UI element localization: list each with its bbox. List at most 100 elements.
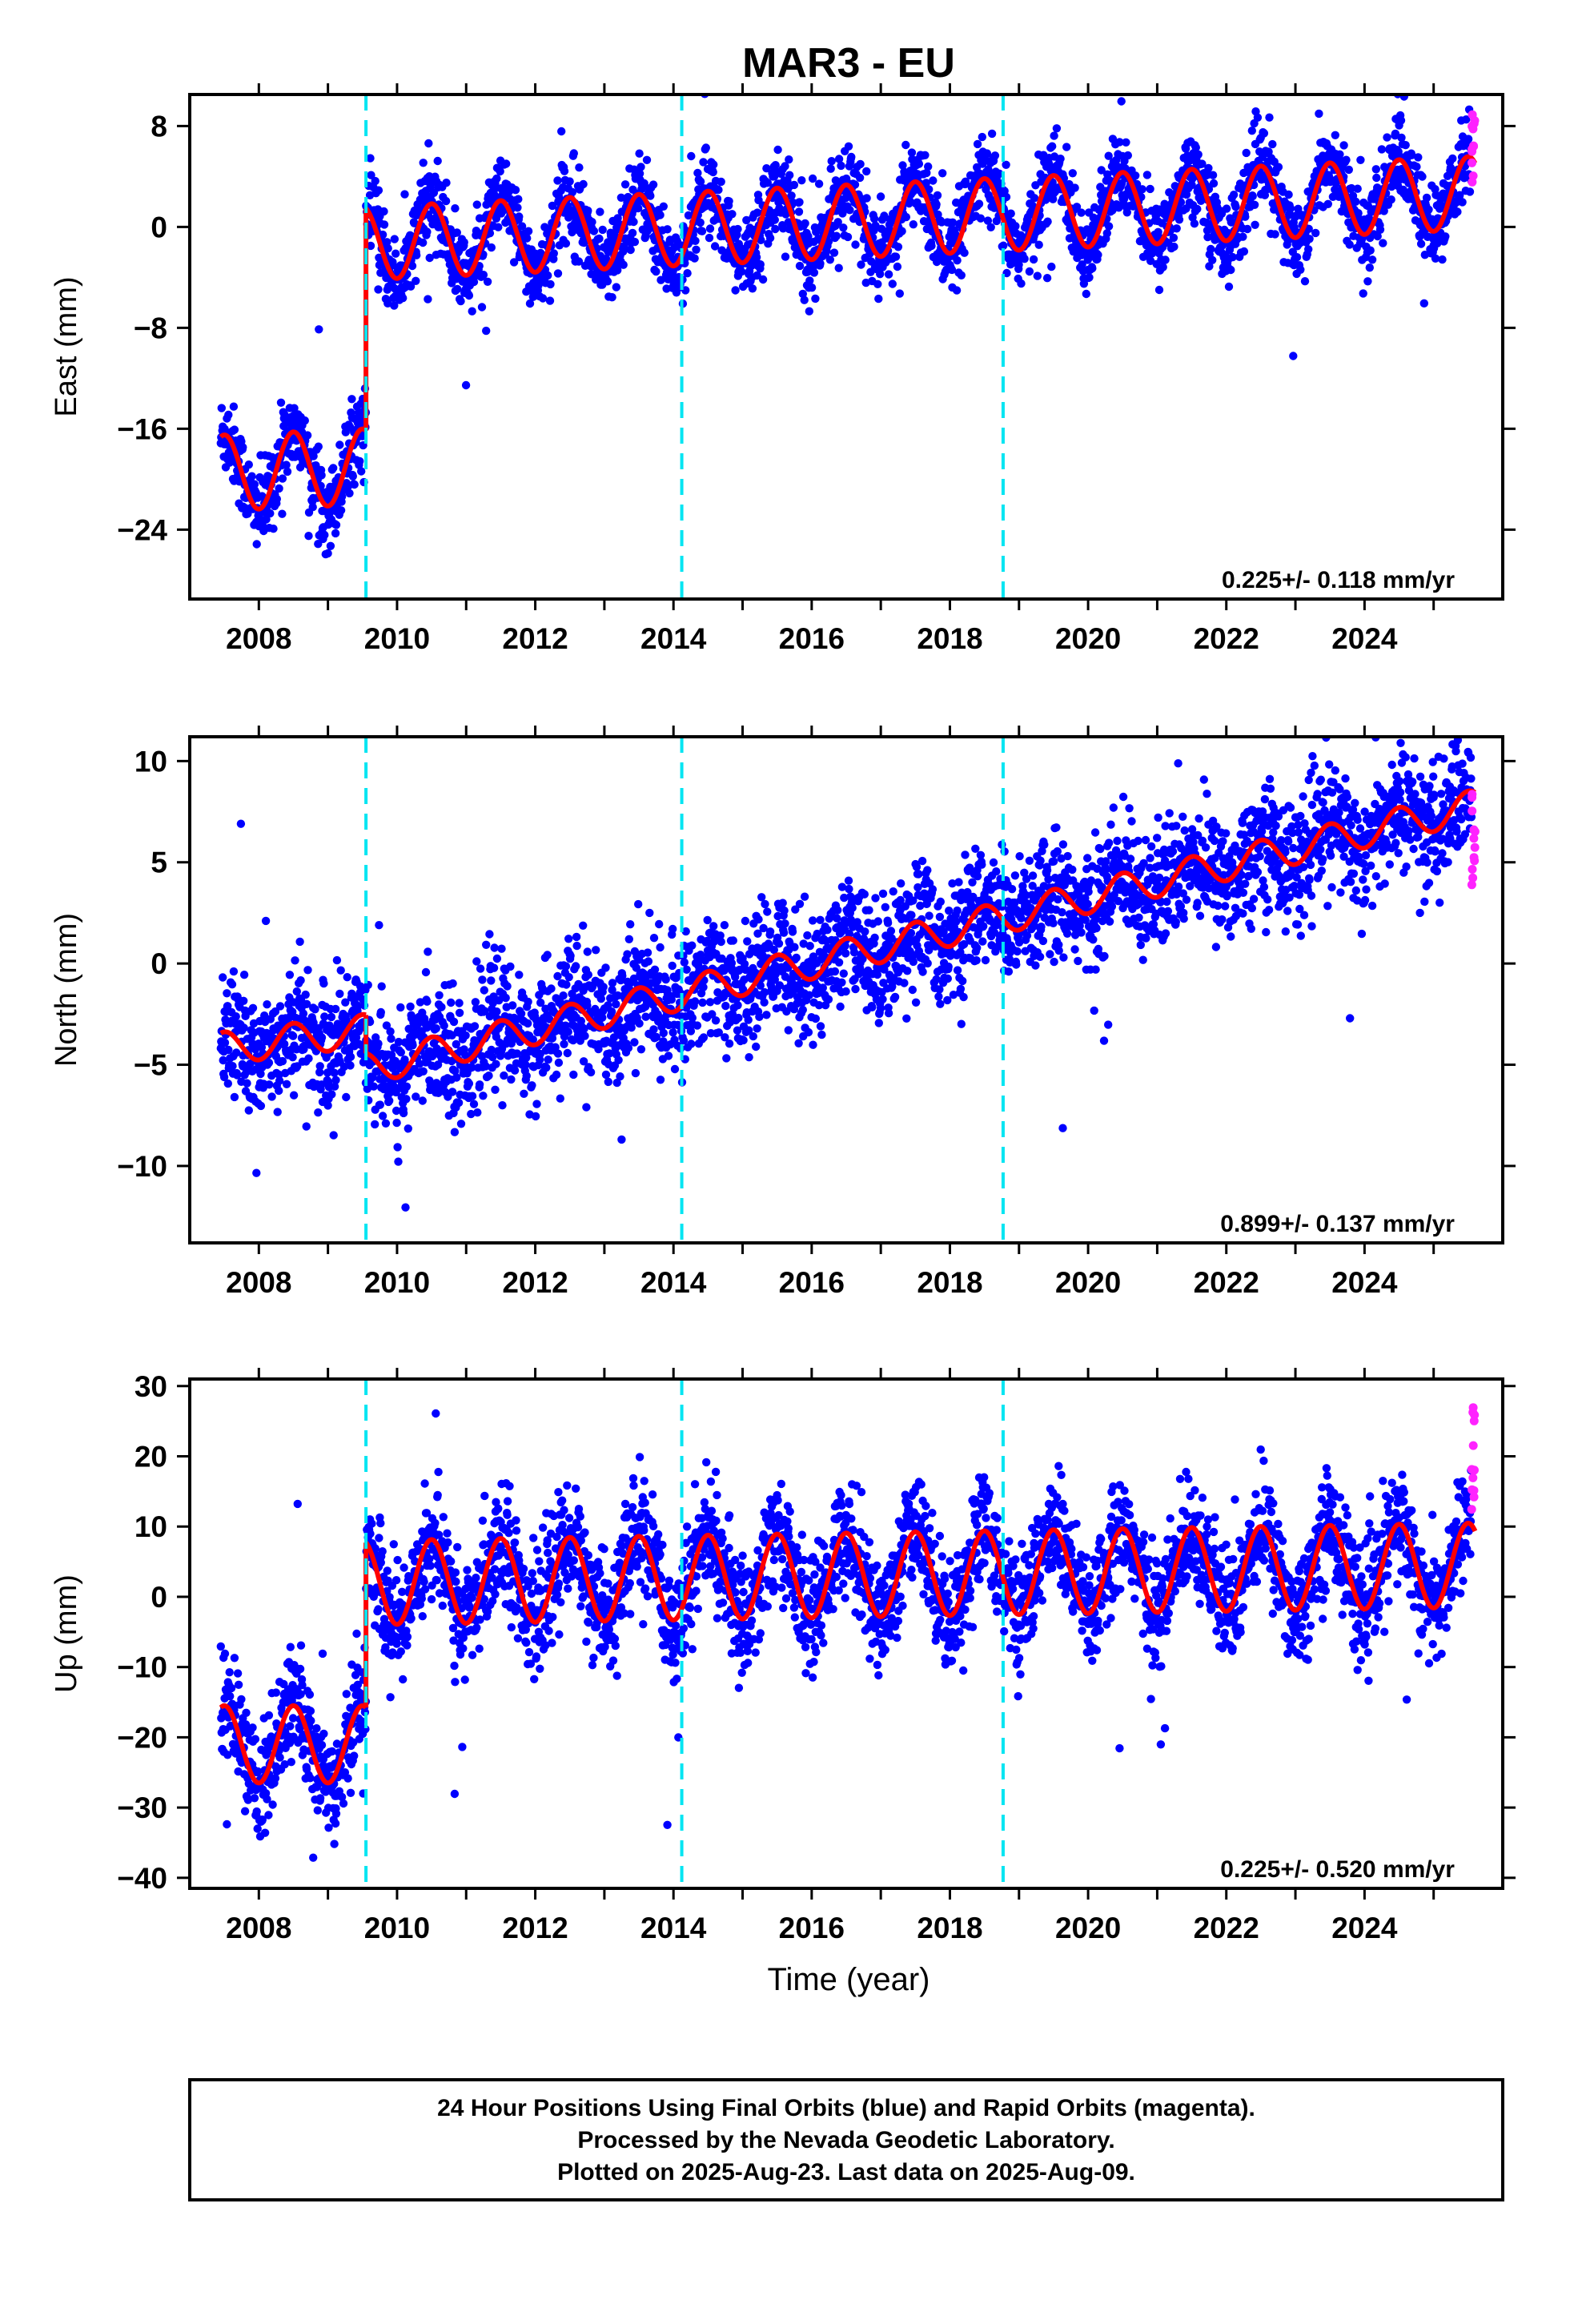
final-orbit-point: [773, 145, 782, 155]
final-orbit-point: [523, 234, 532, 243]
final-orbit-point: [400, 190, 409, 199]
final-orbit-point: [219, 1055, 227, 1065]
final-orbit-point: [1265, 113, 1274, 122]
final-orbit-point: [1284, 190, 1293, 199]
final-orbit-point: [763, 907, 772, 916]
final-orbit-point: [304, 532, 313, 541]
final-orbit-point: [461, 1031, 470, 1040]
final-orbit-point: [375, 1100, 384, 1109]
final-orbit-point: [561, 239, 571, 248]
final-orbit-point: [560, 1039, 568, 1049]
x-tick-label: 2018: [917, 622, 982, 655]
final-orbit-point: [721, 1001, 730, 1011]
final-orbit-point: [501, 993, 510, 1003]
final-orbit-point: [636, 163, 645, 171]
final-orbit-point: [366, 154, 375, 163]
final-orbit-point: [485, 930, 494, 939]
final-orbit-point: [473, 1108, 482, 1117]
final-orbit-point: [779, 224, 788, 233]
final-orbit-point: [699, 1033, 709, 1042]
final-orbit-point: [379, 220, 389, 229]
final-orbit-point: [824, 237, 833, 246]
final-orbit-point: [682, 965, 691, 975]
final-orbit-point: [753, 208, 762, 217]
final-orbit-point: [601, 1070, 611, 1080]
final-orbit-point: [327, 1012, 336, 1022]
final-orbit-point: [717, 937, 725, 947]
final-orbit-point: [1453, 207, 1462, 216]
final-orbit-point: [933, 191, 942, 200]
final-orbit-point: [461, 380, 471, 390]
final-orbit-point: [424, 947, 432, 956]
final-orbit-point: [554, 1058, 564, 1068]
final-orbit-point: [668, 961, 677, 971]
final-orbit-point: [450, 1128, 460, 1136]
final-orbit-point: [1017, 279, 1026, 288]
final-orbit-point: [336, 966, 345, 975]
final-orbit-point: [315, 1068, 324, 1077]
final-orbit-point: [561, 962, 571, 971]
final-orbit-point: [379, 207, 388, 216]
final-orbit-point: [1323, 199, 1333, 208]
final-orbit-point: [630, 1038, 639, 1047]
final-orbit-point: [681, 286, 690, 295]
final-orbit-point: [1078, 260, 1086, 269]
final-orbit-point: [805, 307, 813, 316]
final-orbit-point: [1025, 267, 1034, 276]
final-orbit-point: [1224, 282, 1234, 292]
final-orbit-point: [834, 155, 844, 163]
final-orbit-point: [1122, 138, 1130, 147]
final-orbit-point: [1006, 209, 1015, 218]
final-orbit-point: [794, 207, 804, 216]
final-orbit-point: [524, 1019, 532, 1028]
final-orbit-point: [378, 1112, 387, 1120]
final-orbit-point: [614, 1055, 623, 1065]
final-orbit-point: [421, 967, 431, 977]
final-orbit-point: [391, 1106, 401, 1116]
final-orbit-point: [489, 963, 499, 972]
final-orbit-point: [560, 167, 569, 175]
final-orbit-point: [1191, 143, 1201, 152]
final-orbit-point: [564, 1027, 572, 1036]
final-orbit-point: [1062, 143, 1071, 151]
final-orbit-point: [449, 1017, 459, 1027]
final-orbit-point: [262, 515, 271, 524]
final-orbit-point: [873, 279, 882, 288]
final-orbit-point: [375, 921, 383, 930]
final-orbit-point: [960, 248, 969, 257]
final-orbit-point: [522, 1072, 531, 1080]
final-orbit-point: [564, 973, 573, 982]
final-orbit-point: [261, 916, 271, 926]
final-orbit-point: [717, 177, 725, 187]
final-orbit-point: [805, 276, 814, 285]
plot-area: [216, 737, 1480, 1212]
final-orbit-point: [326, 541, 335, 550]
final-orbit-point: [1422, 193, 1431, 203]
final-orbit-point: [401, 1203, 410, 1212]
final-orbit-point: [402, 1095, 411, 1104]
final-orbit-point: [353, 1001, 363, 1011]
final-orbit-point: [1227, 265, 1235, 275]
final-orbit-point: [709, 922, 718, 931]
final-orbit-point: [784, 1026, 793, 1035]
final-orbit-point: [351, 1033, 361, 1043]
final-orbit-point: [479, 1092, 488, 1100]
final-orbit-point: [267, 1092, 276, 1101]
final-orbit-point: [855, 173, 865, 183]
final-orbit-point: [809, 1040, 817, 1049]
final-orbit-point: [684, 211, 693, 220]
final-orbit-point: [709, 160, 718, 169]
final-orbit-point: [553, 1049, 563, 1058]
final-orbit-point: [907, 148, 917, 157]
final-orbit-point: [239, 443, 247, 452]
final-orbit-point: [604, 1077, 612, 1087]
rapid-orbit-point: [1468, 177, 1477, 187]
final-orbit-point: [572, 932, 581, 942]
final-orbit-point: [758, 275, 768, 284]
final-orbit-point: [572, 941, 581, 951]
final-orbit-point: [346, 1061, 355, 1070]
final-orbit-point: [1154, 285, 1164, 295]
final-orbit-point: [1043, 217, 1052, 226]
final-orbit-point: [490, 943, 499, 952]
final-orbit-point: [275, 484, 283, 493]
